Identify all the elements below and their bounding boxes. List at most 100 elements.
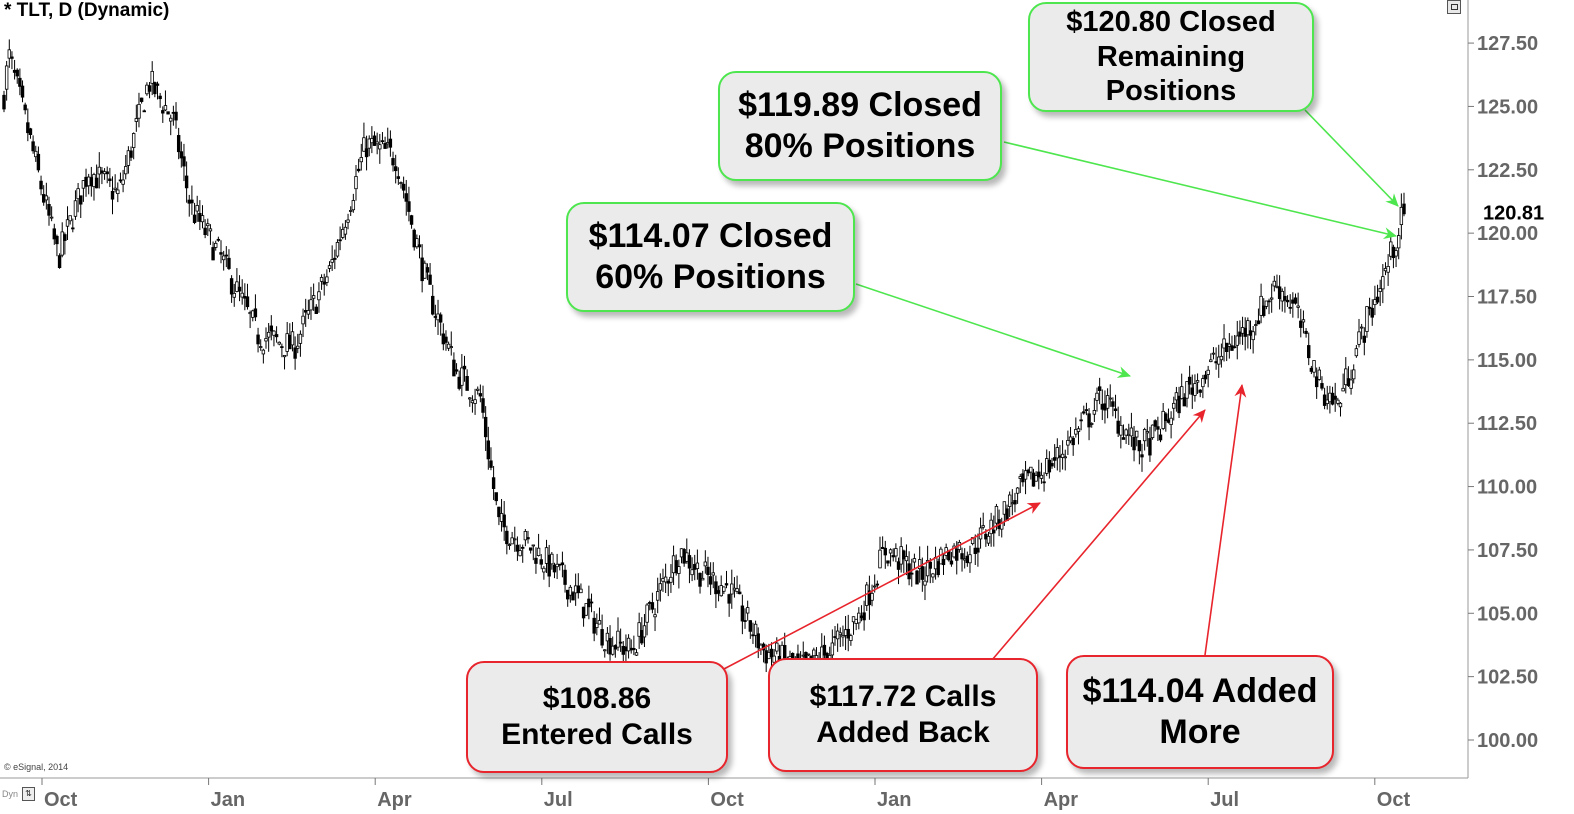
candle-body <box>1132 436 1136 451</box>
candle-body <box>396 176 401 179</box>
candle-body <box>1338 402 1343 408</box>
callout-added-back: $117.72 Calls Added Back <box>768 658 1038 772</box>
candle-body <box>917 559 922 570</box>
candle-body <box>872 585 877 588</box>
candle-body <box>748 620 753 632</box>
candle-body <box>986 535 991 544</box>
candle-body <box>536 547 541 556</box>
arrow-added-more <box>1204 384 1247 656</box>
candle-body <box>1164 413 1168 422</box>
candle-body <box>1214 361 1218 364</box>
candle-body <box>875 583 880 586</box>
candle-body <box>139 97 144 102</box>
candle-body <box>1269 297 1274 300</box>
candle-body <box>174 111 178 121</box>
candle-body <box>621 645 625 655</box>
candle-body <box>407 201 411 212</box>
candle-body <box>1201 378 1205 388</box>
candle-body <box>505 530 509 545</box>
candle-body <box>97 166 101 175</box>
candle-body <box>285 333 289 352</box>
candle-body <box>703 561 708 567</box>
candle-body <box>1357 331 1361 345</box>
candle-body <box>1156 426 1160 430</box>
candle-body <box>579 588 583 594</box>
candle-body <box>1307 345 1311 359</box>
candle-body <box>256 334 260 345</box>
candle-body <box>1182 397 1187 407</box>
candle-body <box>116 189 120 195</box>
dynamic-scale-icon[interactable]: ⇅ <box>22 787 35 801</box>
candle-body <box>1267 300 1271 303</box>
candle-body <box>206 223 210 227</box>
candle-body <box>899 546 903 565</box>
candle-body <box>1280 290 1284 302</box>
candle-body <box>1034 475 1038 482</box>
candle-body <box>219 252 223 255</box>
candle-body <box>846 628 850 639</box>
candle-body <box>1013 500 1017 505</box>
candle-body <box>79 195 83 205</box>
candle-body <box>706 566 710 575</box>
candle-body <box>724 583 729 586</box>
candle-body <box>264 338 268 342</box>
candle-body <box>224 254 229 257</box>
candle-body <box>576 585 580 594</box>
candle-body <box>417 244 422 248</box>
candle-body <box>433 316 438 318</box>
candle-body <box>1150 424 1155 438</box>
maximize-icon[interactable] <box>1447 0 1461 14</box>
candle-body <box>327 265 332 269</box>
candle-body <box>155 83 160 86</box>
candle-body <box>563 569 567 585</box>
candle-body <box>1277 286 1282 299</box>
candle-body <box>523 531 528 541</box>
candle-body <box>753 623 758 636</box>
candle-body <box>859 615 864 619</box>
candle-body <box>727 594 731 604</box>
candle-body <box>126 150 131 166</box>
candle-body <box>912 558 917 563</box>
candle-body <box>499 513 504 522</box>
candle-body <box>158 95 162 100</box>
candle-body <box>640 630 644 644</box>
candle-body <box>592 617 596 634</box>
candle-body <box>1378 288 1382 292</box>
candle-body <box>743 620 747 622</box>
candle-body <box>253 308 258 318</box>
candle-body <box>1045 458 1049 474</box>
candle-body <box>650 602 655 610</box>
candle-body <box>1179 386 1184 399</box>
candle-body <box>1309 367 1314 372</box>
candle-body <box>992 529 996 534</box>
callout-added-more-text: $114.04 Added More <box>1082 672 1318 751</box>
y-tick-label: 102.50 <box>1477 667 1538 689</box>
candle-body <box>372 135 377 146</box>
candle-body <box>1124 429 1128 436</box>
candle-body <box>603 649 607 652</box>
candle-body <box>192 214 197 223</box>
candle-body <box>738 591 742 595</box>
y-tick-label: 127.50 <box>1477 33 1538 55</box>
candle-body <box>227 257 231 269</box>
candle-body <box>7 49 11 59</box>
candle-body <box>113 187 117 190</box>
candle-body <box>4 65 9 90</box>
candle-body <box>1314 376 1319 388</box>
candle-body <box>1090 423 1094 425</box>
candle-body <box>888 549 893 554</box>
candle-body <box>380 140 385 143</box>
candle-body <box>446 343 451 349</box>
candle-body <box>1060 453 1065 458</box>
candle-body <box>648 602 652 604</box>
candle-body <box>838 632 842 636</box>
candle-body <box>145 84 149 95</box>
last-price-marker: 120.81 <box>1483 203 1544 225</box>
candle-body <box>28 128 33 135</box>
candle-body <box>1209 359 1213 363</box>
candle-body <box>401 183 406 191</box>
candle-body <box>915 570 919 585</box>
candle-body <box>12 69 17 73</box>
x-tick-label: Apr <box>1044 789 1079 811</box>
candle-body <box>1330 392 1335 405</box>
